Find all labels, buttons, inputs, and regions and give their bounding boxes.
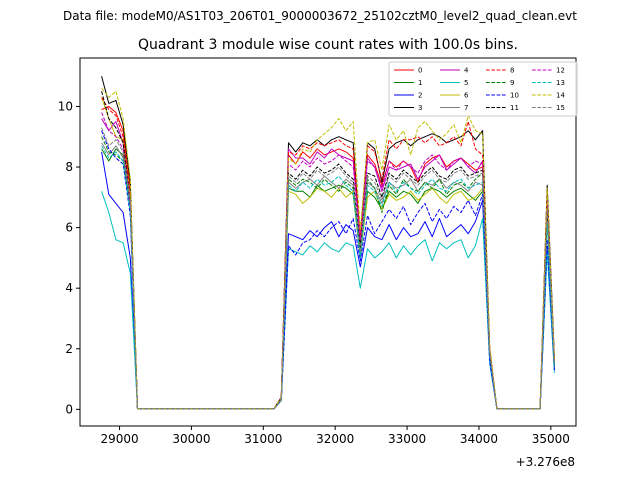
legend-box (388, 61, 578, 117)
legend-label-8: 8 (510, 67, 514, 75)
figure-suptitle: Data file: modeM0/AS1T03_206T01_90000036… (63, 9, 577, 23)
axes: 29000 30000 31000 32000 33000 34000 35000 0 2 4 6 8… (58, 57, 577, 446)
plot-area (101, 76, 555, 410)
legend-label-15: 15 (556, 104, 565, 112)
legend-label-0: 0 (418, 67, 422, 75)
y-tick-label: 8 (65, 160, 73, 174)
x-tick-label: 32000 (316, 432, 354, 446)
legend-label-13: 13 (556, 79, 565, 87)
y-tick-label: 4 (65, 281, 73, 295)
y-tick-label: 2 (65, 342, 73, 356)
series-line-13 (101, 145, 555, 410)
legend-label-4: 4 (464, 67, 469, 75)
legend-label-9: 9 (510, 79, 514, 87)
x-tick-label: 34000 (460, 432, 498, 446)
x-tick-label: 29000 (100, 432, 138, 446)
y-tick-label: 10 (58, 99, 73, 113)
axes-frame (79, 57, 577, 427)
series-line-12 (101, 112, 555, 410)
legend-label-5: 5 (464, 79, 468, 87)
y-tick-label: 0 (65, 402, 73, 416)
series-line-14 (101, 87, 555, 410)
x-tick-label: 30000 (172, 432, 210, 446)
series-line-5 (101, 191, 555, 410)
legend-label-10: 10 (510, 92, 519, 100)
legend-label-12: 12 (556, 67, 565, 75)
x-tick-label: 35000 (532, 432, 570, 446)
x-tick-label: 31000 (244, 432, 282, 446)
legend-label-3: 3 (418, 104, 422, 112)
x-offset-label: +3.276e8 (516, 455, 575, 469)
y-tick-label: 6 (65, 221, 73, 235)
legend-label-1: 1 (418, 79, 422, 87)
series-line-15 (101, 127, 555, 410)
legend-label-14: 14 (556, 92, 565, 100)
x-tick-label: 33000 (388, 432, 426, 446)
series-line-9 (101, 136, 555, 410)
chart-title: Quadrant 3 module wise count rates with … (138, 37, 518, 53)
legend-label-7: 7 (464, 104, 468, 112)
legend-label-11: 11 (510, 104, 519, 112)
legend-label-2: 2 (418, 92, 422, 100)
legend-label-6: 6 (464, 92, 469, 100)
